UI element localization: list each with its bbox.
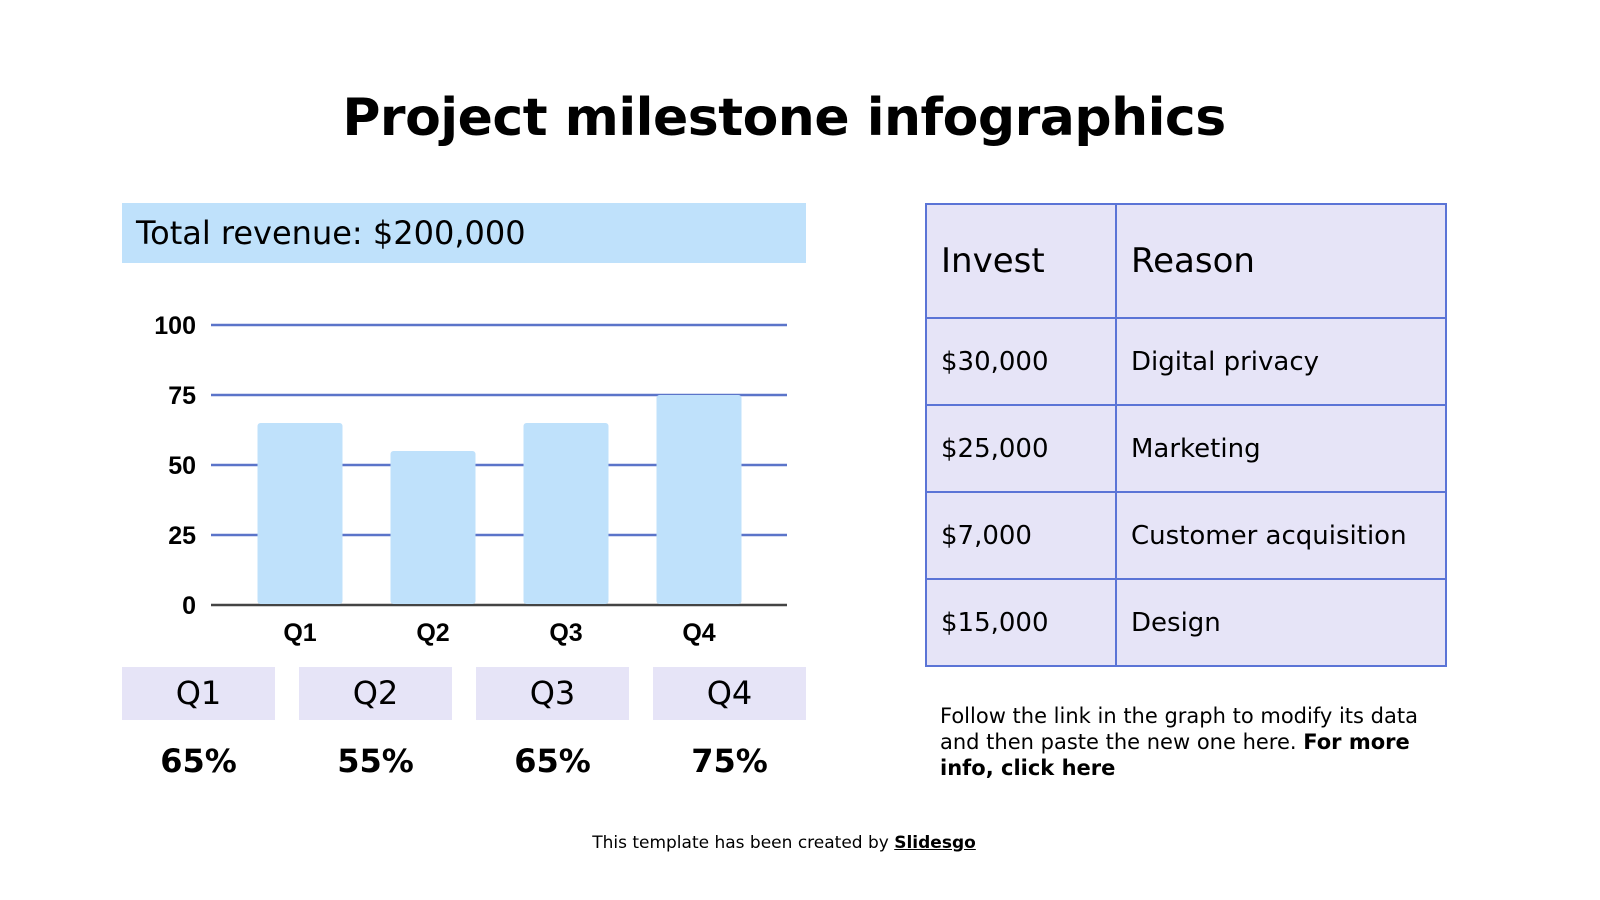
total-revenue-banner: Total revenue: $200,000 [122, 203, 806, 263]
note-text: Follow the link in the graph to modify i… [940, 704, 1418, 754]
invest-cell: $15,000 [925, 578, 1117, 667]
x-tick-label: Q2 [416, 619, 449, 647]
bar-q3 [523, 423, 609, 604]
invest-cell: $7,000 [925, 491, 1117, 580]
bar-q1 [257, 423, 343, 604]
reason-cell: Customer acquisition [1115, 491, 1447, 580]
quarter-percent-q4: 75% [691, 742, 768, 780]
bar-chart: 0 25 50 75 100 Q1 Q2 Q3 Q4 [154, 312, 787, 647]
reason-cell: Digital privacy [1115, 317, 1447, 407]
bar-q4 [656, 395, 742, 604]
quarter-label-q2: Q2 [299, 667, 452, 720]
reason-cell: Marketing [1115, 404, 1447, 494]
quarter-label-q1: Q1 [122, 667, 275, 720]
more-info-link[interactable]: For more info, click here [940, 730, 1410, 780]
y-tick-label: 50 [168, 452, 196, 480]
reason-cell: Design [1115, 578, 1447, 667]
y-tick-label: 0 [182, 592, 196, 620]
quarter-percent-q1: 65% [160, 742, 237, 780]
y-tick-label: 75 [168, 382, 196, 410]
x-tick-label: Q4 [682, 619, 715, 647]
slidesgo-link[interactable]: Slidesgo [894, 833, 976, 853]
page-title: Project milestone infographics [342, 88, 1226, 148]
footer-text: This template has been created by [592, 833, 895, 853]
table-row: $30,000 Digital privacy [925, 317, 1447, 407]
quarter-percent-q3: 65% [514, 742, 591, 780]
y-tick-label: 100 [154, 312, 196, 340]
table-row: $15,000 Design [925, 578, 1447, 667]
bar-q2 [390, 451, 476, 604]
header-reason: Reason [1115, 202, 1447, 320]
instruction-note: Follow the link in the graph to modify i… [940, 703, 1440, 781]
footer-credit: This template has been created by Slides… [0, 833, 1568, 853]
x-tick-label: Q3 [549, 619, 582, 647]
table-row: $25,000 Marketing [925, 404, 1447, 494]
table-header-row: Invest Reason [925, 202, 1447, 320]
investment-table: Invest Reason $30,000 Digital privacy $2… [925, 202, 1447, 667]
table-row: $7,000 Customer acquisition [925, 491, 1447, 580]
quarter-label-q4: Q4 [653, 667, 806, 720]
quarter-percent-q2: 55% [337, 742, 414, 780]
invest-cell: $30,000 [925, 317, 1117, 407]
y-tick-label: 25 [168, 522, 196, 550]
invest-cell: $25,000 [925, 404, 1117, 494]
quarter-label-q3: Q3 [476, 667, 629, 720]
x-tick-label: Q1 [283, 619, 316, 647]
header-invest: Invest [925, 202, 1117, 320]
